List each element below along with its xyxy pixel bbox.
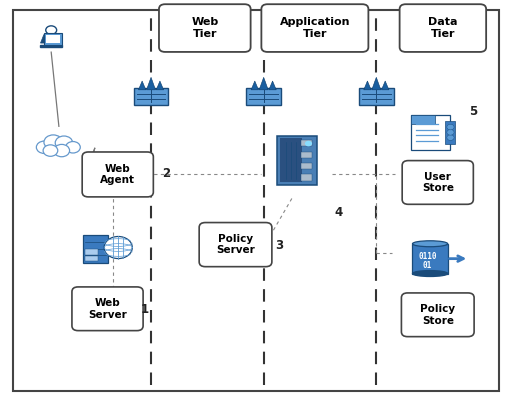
Text: Web
Tier: Web Tier	[191, 17, 219, 39]
FancyBboxPatch shape	[301, 152, 312, 158]
Bar	[413, 244, 447, 273]
FancyBboxPatch shape	[401, 293, 474, 337]
FancyBboxPatch shape	[199, 223, 272, 267]
Polygon shape	[146, 77, 156, 90]
FancyBboxPatch shape	[278, 136, 316, 185]
Text: Data
Tier: Data Tier	[428, 17, 458, 39]
FancyBboxPatch shape	[159, 4, 251, 52]
Text: 4: 4	[335, 206, 343, 219]
Ellipse shape	[413, 271, 447, 277]
Polygon shape	[269, 81, 276, 90]
Text: Web
Server: Web Server	[88, 298, 127, 320]
Circle shape	[447, 124, 454, 130]
Bar	[44, 33, 62, 45]
Circle shape	[54, 144, 70, 157]
Polygon shape	[372, 77, 381, 90]
Bar	[47, 35, 60, 43]
Text: 01: 01	[423, 261, 432, 270]
Circle shape	[44, 135, 62, 150]
Circle shape	[447, 135, 454, 140]
Text: Policy
Server: Policy Server	[216, 234, 255, 255]
Text: 5: 5	[470, 105, 478, 118]
FancyBboxPatch shape	[281, 138, 302, 182]
Polygon shape	[251, 81, 259, 90]
Bar	[40, 45, 62, 47]
Text: 3: 3	[275, 239, 283, 252]
FancyBboxPatch shape	[246, 88, 281, 105]
FancyBboxPatch shape	[85, 255, 98, 261]
FancyBboxPatch shape	[82, 152, 154, 197]
Bar	[38, 141, 80, 156]
FancyBboxPatch shape	[301, 163, 312, 169]
FancyBboxPatch shape	[261, 4, 368, 52]
FancyBboxPatch shape	[411, 115, 450, 150]
Circle shape	[305, 141, 312, 146]
FancyBboxPatch shape	[301, 174, 312, 181]
Circle shape	[55, 136, 73, 150]
Polygon shape	[364, 81, 371, 90]
Text: 0110: 0110	[418, 252, 437, 261]
FancyBboxPatch shape	[301, 140, 312, 146]
Polygon shape	[138, 81, 146, 90]
FancyBboxPatch shape	[85, 249, 98, 255]
Text: Application
Tier: Application Tier	[280, 17, 350, 39]
Circle shape	[46, 26, 57, 34]
FancyBboxPatch shape	[72, 287, 143, 330]
Text: 2: 2	[162, 167, 170, 180]
Text: User
Store: User Store	[422, 172, 454, 193]
FancyBboxPatch shape	[359, 88, 394, 105]
Text: Web
Agent: Web Agent	[100, 164, 135, 185]
Polygon shape	[381, 81, 389, 90]
Circle shape	[447, 130, 454, 135]
Ellipse shape	[413, 241, 447, 247]
Polygon shape	[259, 77, 268, 90]
FancyBboxPatch shape	[411, 115, 435, 124]
Polygon shape	[156, 81, 164, 90]
FancyBboxPatch shape	[399, 4, 486, 52]
Circle shape	[43, 145, 58, 156]
FancyBboxPatch shape	[402, 160, 473, 204]
FancyBboxPatch shape	[445, 121, 456, 144]
Circle shape	[104, 237, 132, 259]
Circle shape	[36, 141, 52, 154]
Text: Policy
Store: Policy Store	[420, 304, 455, 326]
FancyBboxPatch shape	[134, 88, 168, 105]
Text: 1: 1	[141, 303, 149, 316]
Circle shape	[66, 142, 80, 153]
Polygon shape	[40, 35, 62, 43]
FancyBboxPatch shape	[83, 235, 108, 263]
